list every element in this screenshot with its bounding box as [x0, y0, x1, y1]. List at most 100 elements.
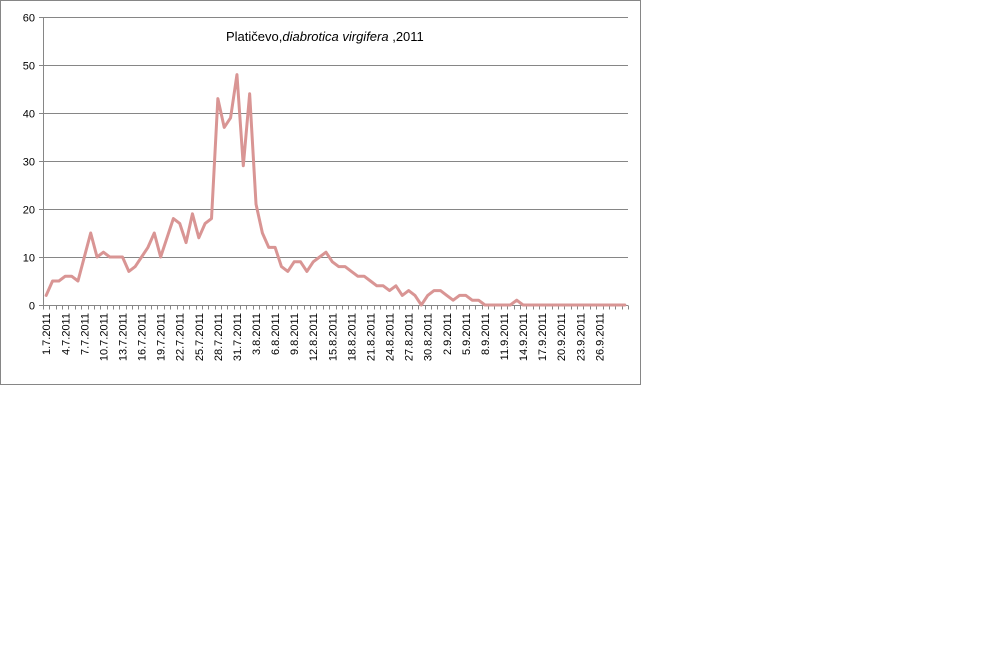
x-tick-label-6: 19.7.2011 — [156, 313, 168, 361]
x-tick-label-20: 30.8.2011 — [423, 313, 435, 361]
x-tick-label-2: 7.7.2011 — [79, 313, 91, 355]
data-point-36 — [273, 246, 277, 249]
data-point-91 — [623, 303, 627, 307]
data-point-1 — [51, 279, 54, 283]
data-point-33 — [254, 203, 258, 206]
data-point-52 — [375, 284, 379, 287]
data-point-53 — [381, 284, 385, 287]
data-point-85 — [585, 303, 588, 307]
x-tick-label-27: 20.9.2011 — [556, 313, 568, 361]
data-point-2 — [57, 279, 61, 283]
gridlines — [43, 17, 628, 258]
x-tick-label-23: 8.9.2011 — [480, 313, 492, 355]
data-point-4 — [70, 275, 73, 278]
data-point-35 — [267, 246, 270, 249]
data-point-61 — [432, 289, 436, 292]
data-point-40 — [299, 260, 302, 263]
data-point-26 — [210, 217, 213, 220]
data-point-41 — [305, 270, 309, 273]
data-point-24 — [197, 236, 200, 239]
data-point-15 — [140, 255, 143, 259]
data-point-83 — [572, 303, 576, 307]
chart-title-italic: diabrotica virgifera — [282, 29, 388, 44]
x-tick-label-21: 2.9.2011 — [442, 313, 454, 355]
data-point-67 — [471, 299, 474, 302]
data-point-0 — [44, 294, 48, 297]
chart-frame: 0 10 20 30 40 50 60 1.7.2011 4.7.2011 7.7.2011 10… — [0, 0, 641, 385]
x-tick-label-19: 27.8.2011 — [404, 313, 416, 361]
data-point-43 — [318, 255, 321, 259]
x-tick-label-24: 11.9.2011 — [499, 313, 511, 360]
data-point-7 — [89, 231, 92, 235]
data-point-28 — [223, 126, 226, 129]
data-point-59 — [420, 303, 423, 307]
data-point-75 — [521, 303, 525, 307]
data-point-76 — [528, 303, 531, 307]
data-point-71 — [496, 303, 499, 307]
data-point-46 — [337, 265, 340, 268]
x-tick-label-25: 14.9.2011 — [518, 313, 530, 361]
data-point-10 — [108, 255, 111, 259]
data-point-51 — [369, 279, 372, 283]
x-tick-label-16: 18.8.2011 — [346, 313, 358, 361]
data-point-17 — [153, 231, 156, 235]
data-point-32 — [248, 92, 251, 96]
x-tick-label-13: 9.8.2011 — [289, 313, 301, 355]
data-point-27 — [216, 97, 220, 100]
chart-title-suffix: ,2011 — [389, 29, 424, 44]
x-tick-label-28: 23.9.2011 — [575, 313, 587, 361]
data-point-54 — [388, 289, 391, 292]
data-point-49 — [356, 275, 359, 278]
data-point-60 — [426, 294, 429, 297]
data-point-62 — [439, 289, 442, 292]
data-point-69 — [483, 303, 487, 307]
x-tick-label-4: 13.7.2011 — [117, 313, 129, 361]
data-point-74 — [515, 299, 518, 302]
x-tick-label-18: 24.8.2011 — [385, 313, 397, 361]
data-point-13 — [127, 270, 131, 273]
data-point-9 — [102, 251, 105, 254]
data-point-16 — [146, 246, 150, 249]
line-chart: 0 10 20 30 40 50 60 1.7.2011 4.7.2011 7.7.2011 10… — [23, 13, 629, 361]
data-point-8 — [95, 255, 99, 259]
data-point-37 — [280, 265, 283, 268]
data-point-86 — [591, 303, 595, 307]
data-point-79 — [547, 303, 550, 307]
chart-title: Platičevo,diabrotica virgifera ,2011 — [226, 29, 424, 44]
data-point-19 — [165, 236, 169, 239]
data-point-84 — [579, 303, 582, 307]
data-point-55 — [394, 284, 398, 287]
data-point-68 — [477, 299, 480, 302]
y-tick-label-1: 10 — [23, 253, 35, 265]
data-point-57 — [407, 289, 410, 292]
data-point-23 — [191, 212, 194, 215]
x-tick-label-8: 25.7.2011 — [194, 313, 206, 361]
data-point-58 — [413, 294, 417, 297]
x-tick-label-1: 4.7.2011 — [60, 313, 72, 355]
chart-title-plain: Platičevo, — [226, 29, 282, 44]
data-point-82 — [566, 303, 569, 307]
data-point-90 — [617, 303, 620, 307]
data-point-22 — [184, 241, 188, 244]
data-point-66 — [464, 294, 468, 297]
data-point-70 — [490, 303, 493, 307]
data-point-31 — [242, 164, 245, 167]
y-axis: 0 10 20 30 40 50 60 — [23, 13, 44, 313]
x-tick-label-11: 3.8.2011 — [251, 313, 263, 355]
x-tick-label-5: 16.7.2011 — [137, 313, 149, 361]
data-point-80 — [553, 303, 557, 307]
y-tick-label-2: 20 — [23, 205, 35, 217]
y-tick-label-0: 0 — [29, 301, 35, 313]
data-point-3 — [64, 275, 67, 278]
data-point-87 — [598, 303, 601, 307]
data-point-18 — [159, 255, 162, 259]
x-tick-label-12: 6.8.2011 — [270, 313, 282, 355]
data-point-78 — [540, 303, 544, 307]
x-tick-label-14: 12.8.2011 — [308, 313, 320, 361]
x-tick-label-22: 5.9.2011 — [461, 313, 473, 355]
data-point-29 — [229, 116, 232, 120]
y-tick-label-6: 60 — [23, 13, 35, 25]
data-point-42 — [312, 260, 315, 263]
data-point-34 — [261, 231, 264, 235]
data-point-65 — [458, 294, 461, 297]
